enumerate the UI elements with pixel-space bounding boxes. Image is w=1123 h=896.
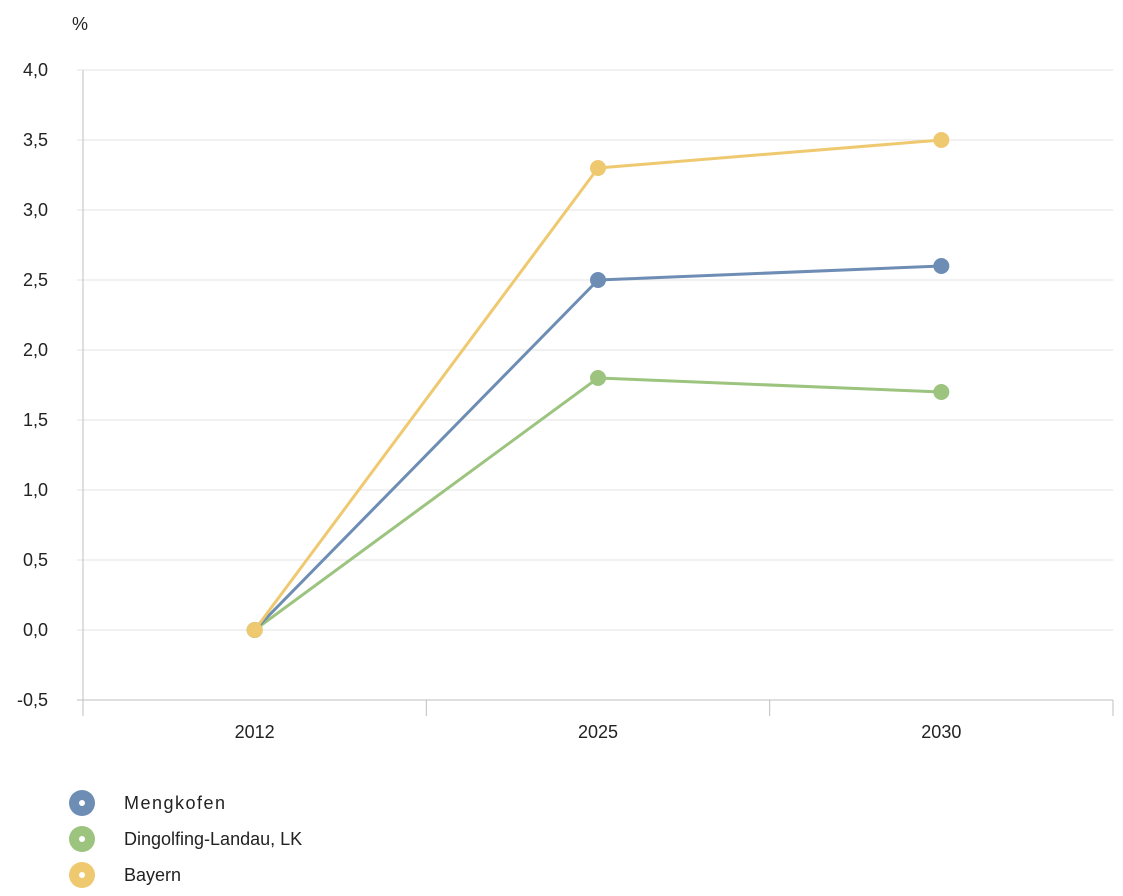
data-point [590,272,606,288]
data-point [933,384,950,400]
y-tick-label: 4,0 [23,60,48,80]
data-point [590,370,606,386]
legend-marker-mengkofen [69,790,95,816]
series-line [253,264,942,632]
legend-marker-dingolfing-landau [69,826,95,852]
x-tick-label: 2030 [921,722,961,742]
legend-item-mengkofen[interactable]: Mengkofen [68,785,302,821]
y-tick-label: 1,5 [23,410,48,430]
line-chart: % 4,03,53,02,52,01,51,00,50,0-0,5 2012 20… [17,14,1114,742]
grid-lines [77,69,1113,701]
legend-item-dingolfing-landau[interactable]: Dingolfing-Landau, LK [68,821,302,857]
y-tick-label: -0,5 [17,690,48,710]
legend-label-bayern: Bayern [124,864,182,885]
y-tick-label: 2,5 [23,270,48,290]
x-tick-label: 2025 [578,722,618,742]
legend-marker-bayern [69,862,95,888]
x-tick-label: 2012 [235,722,275,742]
data-point [246,622,263,638]
y-tick-label: 2,0 [23,340,48,360]
y-tick-label: 0,0 [23,620,48,640]
y-tick-label: 3,0 [23,200,48,220]
y-unit-label: % [72,14,88,34]
data-point [933,258,950,274]
y-tick-label: 0,5 [23,550,48,570]
x-tick-labels: 2012 2025 2030 [235,722,962,742]
data-point [933,132,950,148]
legend-item-bayern[interactable]: Bayern [68,857,302,893]
series-line [253,376,942,632]
y-tick-label: 1,0 [23,480,48,500]
axes [82,70,1114,716]
legend-label-mengkofen: Mengkofen [124,792,227,813]
data-point [590,160,606,176]
legend: Mengkofen Dingolfing-Landau, LK Bayern [68,785,302,893]
y-tick-label: 3,5 [23,130,48,150]
legend-label-dingolfing-landau: Dingolfing-Landau, LK [124,828,303,849]
series-points [246,132,950,638]
y-tick-labels: 4,0 3,5 3,0 2,5 2,0 1,5 1,0 0,5 0,0 -0,5 [17,60,48,710]
